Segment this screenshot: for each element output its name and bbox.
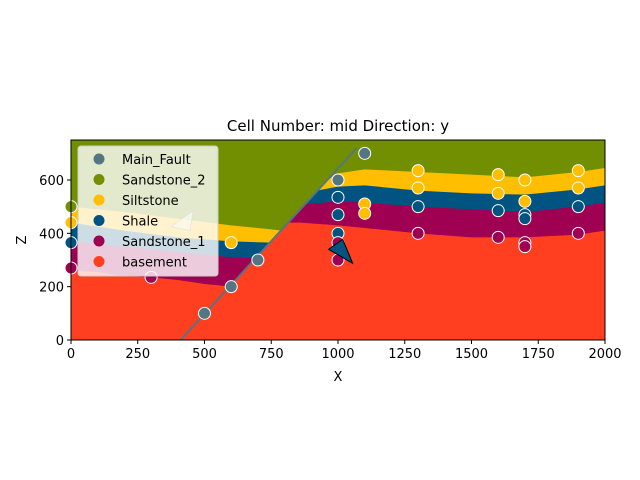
- point-siltstone: [518, 173, 532, 187]
- legend-marker: [93, 174, 105, 185]
- x-axis-label: X: [334, 370, 343, 385]
- point-main-fault: [251, 253, 265, 267]
- point-siltstone: [491, 186, 505, 200]
- axes: 0 250 500 750 1000 1250 1500 1750 2000 0 200 400 600: [39, 139, 622, 362]
- point-siltstone: [411, 164, 425, 178]
- legend-marker: [93, 256, 105, 267]
- point-siltstone: [358, 206, 372, 220]
- plot-area: [64, 140, 605, 340]
- chart-title: Cell Number: mid Direction: y: [227, 117, 449, 135]
- x-tick-label: 2000: [588, 347, 621, 362]
- legend-box: [77, 145, 219, 277]
- point-siltstone: [571, 164, 585, 178]
- x-tick-label: 1250: [388, 347, 421, 362]
- point-sandstone-1: [411, 226, 425, 240]
- point-shale: [411, 200, 425, 214]
- x-tick-label: 250: [125, 347, 150, 362]
- orientation-arrow: [327, 238, 354, 265]
- point-sandstone-1: [518, 240, 532, 254]
- point-siltstone: [411, 181, 425, 195]
- x-tick-label: 0: [67, 347, 75, 362]
- y-axis-label: Z: [15, 235, 30, 244]
- y-tick-label: 200: [39, 281, 64, 296]
- legend-marker: [93, 235, 105, 247]
- x-tick-label: 1000: [321, 347, 354, 362]
- fault-line: [179, 147, 358, 340]
- legend-label: Sandstone_1: [122, 235, 206, 250]
- y-tick-label: 600: [39, 174, 64, 189]
- point-main-fault: [331, 173, 345, 187]
- point-siltstone: [518, 194, 532, 208]
- x-tick-label: 1750: [522, 347, 555, 362]
- point-main-fault: [198, 306, 211, 320]
- x-tick-label: 750: [259, 347, 284, 362]
- y-tick-label: 400: [39, 227, 64, 242]
- main-fault-line: [179, 147, 358, 340]
- legend-marker: [93, 215, 105, 226]
- layer-basement-left-block: [71, 270, 258, 340]
- legend-label: basement: [122, 256, 187, 271]
- point-siltstone: [491, 168, 505, 182]
- legend-marker: [93, 153, 105, 165]
- point-siltstone: [571, 181, 585, 195]
- legend-label: Shale: [122, 215, 158, 230]
- legend-marker: [93, 194, 105, 206]
- point-main-fault: [224, 280, 238, 294]
- legend-label: Siltstone: [122, 194, 179, 209]
- legend-label: Main_Fault: [122, 153, 191, 168]
- point-sandstone-1: [571, 226, 585, 240]
- layer-basement-right-block: [180, 222, 605, 340]
- point-main-fault: [358, 146, 372, 160]
- point-shale: [518, 212, 532, 226]
- legend: Main_Fault Sandstone_2 Siltstone Shale Sands…: [77, 145, 219, 277]
- geologic-layers: [71, 140, 605, 340]
- x-tick-label: 500: [192, 347, 217, 362]
- point-sandstone-1: [491, 230, 505, 244]
- legend-label: Sandstone_2: [122, 174, 206, 189]
- point-shale: [331, 190, 345, 204]
- y-tick-label: 0: [56, 334, 64, 349]
- x-tick-label: 1500: [455, 347, 488, 362]
- point-siltstone: [224, 236, 238, 250]
- point-shale: [331, 208, 345, 222]
- point-shale: [491, 204, 505, 218]
- point-shale: [571, 200, 585, 214]
